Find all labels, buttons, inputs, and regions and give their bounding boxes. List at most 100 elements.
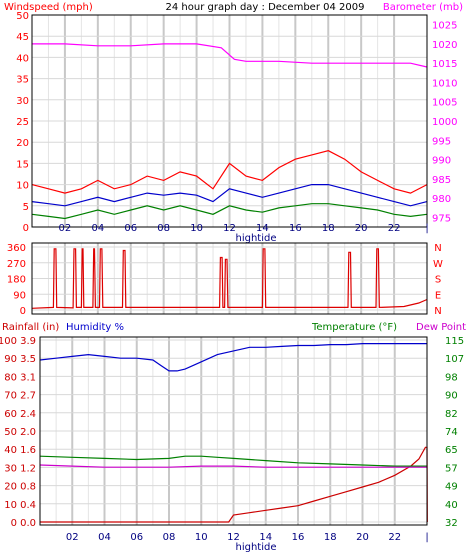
humidity-tick-label: 60: [4, 409, 17, 420]
wind-barometer-panel: Windspeed (mph) 24 hour graph day : Dece…: [4, 2, 463, 244]
temperature-tick-label: 65: [445, 445, 458, 456]
barometer-tick-label: 1015: [432, 59, 457, 70]
humidity-axis-title: Humidity %: [66, 322, 124, 333]
x-tick-label: 12: [223, 223, 236, 234]
temperature-tick-label: 57: [445, 463, 458, 474]
x-tick-label: 14: [256, 223, 269, 234]
rainfall-tick-label: 2.4: [20, 409, 36, 420]
windspeed-tick-label: 35: [16, 75, 29, 86]
barometer-tick-label: 1025: [432, 21, 457, 32]
rainfall-tick-label: 0.8: [20, 482, 36, 493]
dewpoint-axis-title: Dew Point: [416, 322, 466, 333]
p2-left-ticks: 0 90 180 270 360: [7, 243, 26, 317]
x-tick-label: 22: [388, 223, 401, 234]
x-tick-label: 10: [190, 223, 203, 234]
windspeed-tick-label: 15: [16, 159, 29, 170]
x-tick-label: 20: [356, 532, 369, 543]
p3-frame: [39, 336, 428, 526]
direction-tick-label: 270: [7, 259, 26, 270]
windspeed-tick-label: 0: [23, 223, 29, 234]
temperature-axis-title: Temperature (°F): [311, 322, 397, 333]
p3-x-label: hightide: [235, 542, 276, 553]
series-humidity: [39, 343, 427, 372]
direction-tick-label: 180: [7, 275, 26, 286]
x-tick-label: 18: [322, 223, 335, 234]
rainfall-tick-label: 1.2: [20, 463, 36, 474]
windspeed-axis-title: Windspeed (mph): [4, 2, 93, 13]
humidity-tick-label: 80: [4, 372, 17, 383]
barometer-axis-title: Barometer (mb): [383, 2, 463, 13]
p2-series: [31, 248, 428, 309]
p3-humidity-ticks: 0 10 20 30 40 50 60 70 80 90 100: [0, 336, 17, 529]
x-tick-label-end: |: [425, 532, 428, 543]
rainfall-tick-label: 0.4: [20, 500, 36, 511]
temperature-tick-label: 115: [445, 336, 464, 347]
x-tick-label: 02: [66, 532, 79, 543]
temperature-tick-label: 98: [445, 372, 458, 383]
humidity-tick-label: 90: [4, 354, 17, 365]
x-tick-label: 04: [98, 532, 111, 543]
series-temperature: [39, 455, 427, 467]
p2-grid: [32, 243, 427, 314]
series-wind-direction: [31, 248, 428, 309]
compass-label: N: [434, 243, 441, 254]
humidity-tick-label: 0: [11, 518, 17, 529]
temperature-tick-label: 107: [445, 354, 464, 365]
direction-tick-label: 90: [13, 290, 26, 301]
x-tick-label: 16: [289, 223, 302, 234]
humidity-tick-label: 20: [4, 482, 17, 493]
p3-x-ticks: 02 04 06 08 10 12 14 16 18 20 22 |: [66, 532, 429, 543]
x-tick-label: 20: [355, 223, 368, 234]
rainfall-tick-label: 2.7: [20, 391, 36, 402]
humidity-tick-label: 100: [0, 336, 17, 347]
series-rainfall: [40, 446, 428, 523]
p3-series: [39, 343, 428, 523]
humidity-tick-label: 10: [4, 500, 17, 511]
direction-tick-label: 0: [20, 306, 26, 317]
x-tick-label: 10: [195, 532, 208, 543]
chart-title: 24 hour graph day : December 04 2009: [166, 2, 365, 13]
barometer-tick-label: 1020: [432, 40, 457, 51]
temperature-tick-label: 40: [445, 500, 458, 511]
x-tick-label: 12: [227, 532, 240, 543]
rainfall-tick-label: 1.6: [20, 445, 36, 456]
compass-label: N: [434, 306, 441, 317]
p1-series: [31, 43, 428, 220]
x-tick-label: 06: [124, 223, 137, 234]
p1-x-ticks: 02 04 06 08 10 12 14 16 18 20 22 |: [59, 223, 429, 234]
rainfall-tick-label: 3.9: [20, 336, 36, 347]
p1-left-ticks: 0 5 10 15 20 25 30 35 40 45 50: [16, 11, 29, 234]
rainfall-tick-label: 2.0: [20, 427, 36, 438]
windspeed-tick-label: 10: [16, 181, 29, 192]
barometer-tick-label: 1005: [432, 98, 457, 109]
x-tick-label: 08: [163, 532, 176, 543]
windspeed-tick-label: 45: [16, 32, 29, 43]
p2-frame: [31, 242, 428, 315]
temperature-tick-label: 32: [445, 518, 458, 529]
x-tick-label: 02: [59, 223, 72, 234]
barometer-tick-label: 995: [432, 136, 451, 147]
p1-frame: [31, 14, 428, 228]
rainfall-tick-label: 0.0: [20, 518, 36, 529]
x-tick-label: 04: [91, 223, 104, 234]
compass-label: W: [433, 259, 443, 270]
temperature-tick-label: 49: [445, 482, 458, 493]
humidity-tick-label: 30: [4, 463, 17, 474]
x-tick-label-end: |: [425, 223, 428, 234]
barometer-tick-label: 1000: [432, 117, 457, 128]
windspeed-tick-label: 5: [23, 202, 29, 213]
rainfall-tick-label: 3.5: [20, 354, 36, 365]
windspeed-tick-label: 20: [16, 138, 29, 149]
temperature-tick-label: 82: [445, 409, 458, 420]
compass-label: S: [435, 275, 441, 286]
series-average: [31, 184, 428, 207]
temperature-tick-label: 74: [445, 427, 458, 438]
x-tick-label: 18: [324, 532, 337, 543]
barometer-tick-label: 1010: [432, 78, 457, 89]
humidity-tick-label: 50: [4, 427, 17, 438]
x-tick-label: 14: [259, 532, 272, 543]
rainfall-axis-title: Rainfall (in): [2, 322, 59, 333]
humidity-tick-label: 40: [4, 445, 17, 456]
rainfall-tick-label: 3.1: [20, 372, 36, 383]
